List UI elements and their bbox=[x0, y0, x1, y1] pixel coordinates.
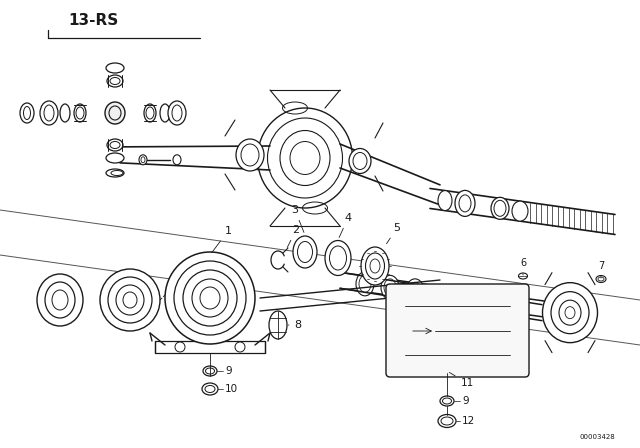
Ellipse shape bbox=[438, 190, 452, 211]
Ellipse shape bbox=[361, 247, 389, 285]
Text: 11: 11 bbox=[449, 372, 474, 388]
Ellipse shape bbox=[236, 139, 264, 171]
Ellipse shape bbox=[455, 190, 475, 216]
Ellipse shape bbox=[512, 201, 528, 221]
Ellipse shape bbox=[406, 279, 424, 303]
Text: 00003428: 00003428 bbox=[579, 434, 615, 440]
Circle shape bbox=[175, 342, 185, 352]
Text: 5: 5 bbox=[387, 223, 401, 244]
Text: 10: 10 bbox=[225, 384, 238, 394]
Ellipse shape bbox=[74, 104, 86, 122]
Ellipse shape bbox=[596, 276, 606, 283]
Ellipse shape bbox=[168, 101, 186, 125]
Text: 6: 6 bbox=[520, 258, 526, 275]
Text: 3: 3 bbox=[291, 205, 304, 233]
Ellipse shape bbox=[60, 104, 70, 122]
Ellipse shape bbox=[349, 148, 371, 173]
Ellipse shape bbox=[107, 75, 123, 87]
Circle shape bbox=[235, 342, 245, 352]
Text: 1: 1 bbox=[212, 226, 232, 253]
Ellipse shape bbox=[543, 283, 598, 343]
Text: 13-RS: 13-RS bbox=[68, 13, 118, 27]
Ellipse shape bbox=[257, 108, 353, 208]
Text: 9: 9 bbox=[462, 396, 468, 406]
Ellipse shape bbox=[381, 276, 399, 299]
FancyBboxPatch shape bbox=[386, 284, 529, 377]
Ellipse shape bbox=[20, 103, 34, 123]
Text: 8: 8 bbox=[288, 320, 301, 330]
Text: 2: 2 bbox=[287, 225, 300, 247]
Bar bbox=[155, 341, 265, 353]
Ellipse shape bbox=[356, 272, 374, 296]
Ellipse shape bbox=[107, 139, 123, 151]
Ellipse shape bbox=[440, 396, 454, 406]
Ellipse shape bbox=[37, 274, 83, 326]
Ellipse shape bbox=[202, 383, 218, 395]
Ellipse shape bbox=[105, 102, 125, 124]
Ellipse shape bbox=[518, 273, 527, 279]
Ellipse shape bbox=[173, 155, 181, 165]
Ellipse shape bbox=[325, 241, 351, 276]
Ellipse shape bbox=[160, 104, 170, 122]
Ellipse shape bbox=[491, 197, 509, 220]
Ellipse shape bbox=[40, 101, 58, 125]
Ellipse shape bbox=[269, 311, 287, 339]
Ellipse shape bbox=[165, 252, 255, 344]
Ellipse shape bbox=[139, 155, 147, 165]
Ellipse shape bbox=[438, 414, 456, 427]
Text: 7: 7 bbox=[598, 261, 604, 278]
Ellipse shape bbox=[106, 153, 124, 163]
Ellipse shape bbox=[293, 236, 317, 268]
Ellipse shape bbox=[100, 269, 160, 331]
Ellipse shape bbox=[203, 366, 217, 376]
Text: 12: 12 bbox=[462, 416, 476, 426]
Ellipse shape bbox=[106, 63, 124, 73]
Text: 9: 9 bbox=[225, 366, 232, 376]
Ellipse shape bbox=[144, 104, 156, 122]
Text: 4: 4 bbox=[339, 213, 351, 237]
